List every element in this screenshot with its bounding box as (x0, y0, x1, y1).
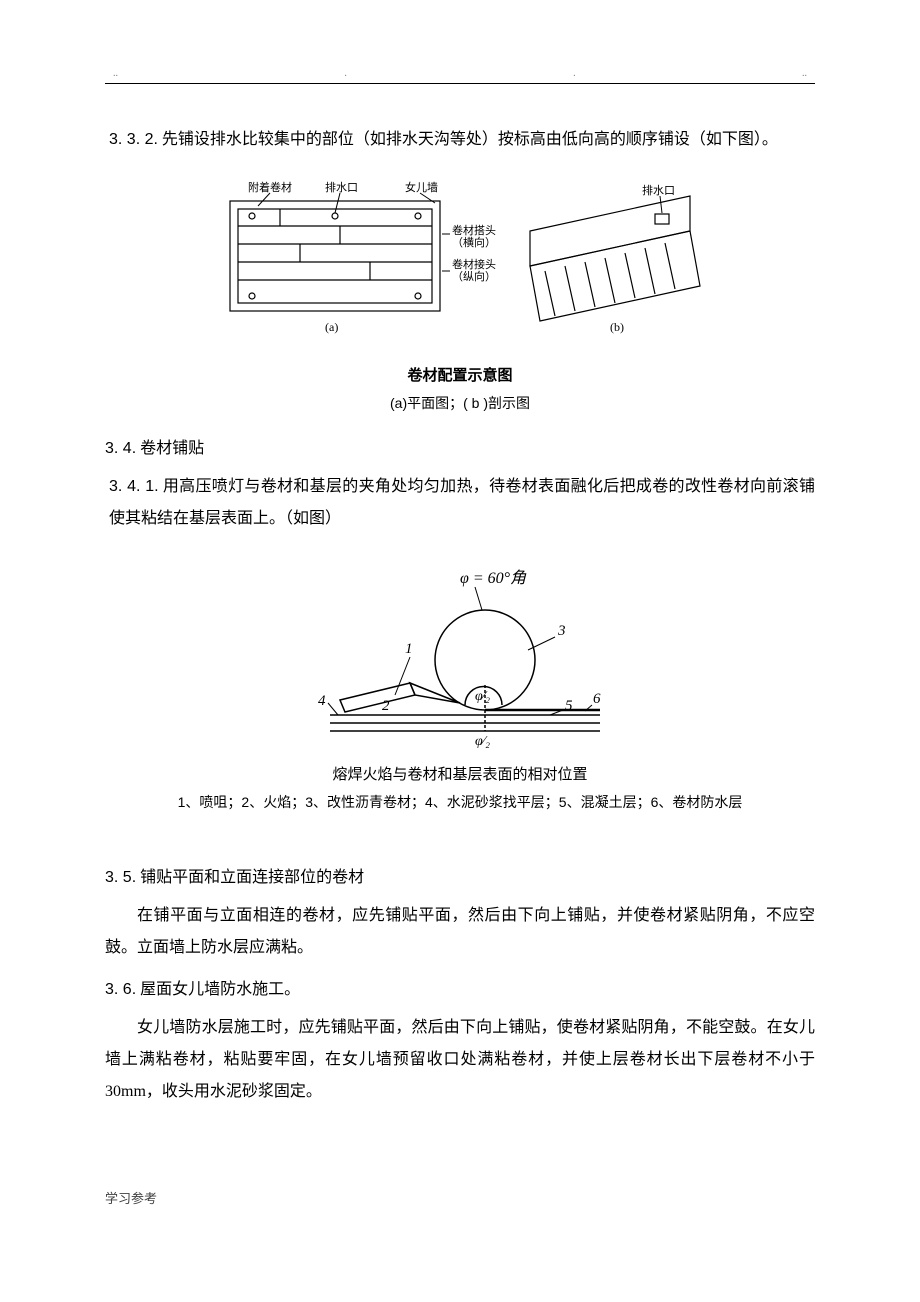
fig1-label-right-drain: 排水口 (642, 183, 675, 197)
heading-3-5: 3. 5. 铺贴平面和立面连接部位的卷材 (105, 862, 815, 894)
paragraph-3-3-2: 3. 3. 2. 先铺设排水比较集中的部位（如排水天沟等处）按标高由低向高的顺序… (109, 124, 815, 156)
fig2-n2: 2 (382, 698, 390, 714)
fig2-phi2-top: φ⁄₂ (475, 689, 490, 704)
figure-2: φ = 60°角 1 2 3 4 5 6 φ⁄₂ φ⁄₂ 熔焊火焰与卷材和基层表… (105, 555, 815, 812)
paragraph-3-4-1: 3. 4. 1. 用高压喷灯与卷材和基层的夹角处均匀加热，待卷材表面融化后把成卷… (109, 471, 815, 535)
figure-1-caption: 卷材配置示意图 (105, 364, 815, 385)
header-dot-3: . (573, 68, 576, 79)
header-dot-2: . (344, 68, 347, 79)
sec-title-3-6: 屋面女儿墙防水施工。 (140, 981, 300, 998)
fig2-n1: 1 (405, 641, 413, 657)
fig1-label-parapet: 女儿墙 (405, 180, 438, 194)
header-dot-1: .. (113, 68, 118, 79)
fig2-phi2-bot: φ⁄₂ (475, 734, 490, 749)
fig2-n4: 4 (318, 693, 326, 709)
fig2-n6: 6 (593, 691, 601, 707)
fig1-label-joint-h: 卷材搭头（横向） (452, 223, 496, 249)
figure-2-legend: 1、喷咀；2、火焰；3、改性沥青卷材；4、水泥砂浆找平层；5、混凝土层；6、卷材… (105, 792, 815, 812)
fig1-label-drain: 排水口 (325, 180, 358, 194)
fig2-phi-label: φ = 60°角 (460, 569, 527, 587)
sec-num-3-4: 3. 4. (105, 440, 136, 457)
figure-2-caption: 熔焊火焰与卷材和基层表面的相对位置 (105, 763, 815, 784)
header-dot-4: .. (802, 68, 807, 79)
sec-num-3-4-1: 3. 4. 1. (109, 478, 159, 495)
sec-title-3-5: 铺贴平面和立面连接部位的卷材 (140, 869, 364, 886)
figure-1-subcaption: (a)平面图；( b )剖示图 (105, 393, 815, 413)
heading-3-6: 3. 6. 屋面女儿墙防水施工。 (105, 974, 815, 1006)
heading-3-4: 3. 4. 卷材铺贴 (105, 433, 815, 465)
figure-1-svg: 附着卷材 排水口 女儿墙 卷材搭头（横向） 卷材接头（纵向） (a) (210, 176, 710, 341)
figure-1: 附着卷材 排水口 女儿墙 卷材搭头（横向） 卷材接头（纵向） (a) (105, 176, 815, 413)
fig1-label-a: (a) (325, 320, 338, 334)
header-dots: .. . . .. (105, 68, 815, 79)
fig2-n3: 3 (557, 623, 566, 639)
sec-text-3-3-2: 先铺设排水比较集中的部位（如排水天沟等处）按标高由低向高的顺序铺设（如下图）。 (162, 131, 778, 148)
fig1-label-joint-v: 卷材接头（纵向） (452, 257, 496, 283)
fig1-label-left: 附着卷材 (248, 180, 292, 194)
paragraph-3-5: 在铺平面与立面相连的卷材，应先铺贴平面，然后由下向上铺贴，并使卷材紧贴阴角，不应… (105, 900, 815, 964)
sec-num-3-5: 3. 5. (105, 869, 136, 886)
header-rule (105, 83, 815, 84)
figure-2-svg: φ = 60°角 1 2 3 4 5 6 φ⁄₂ φ⁄₂ (310, 555, 610, 755)
fig1-label-b: (b) (610, 320, 624, 334)
fig2-n5: 5 (565, 698, 573, 714)
footer-text: 学习参考 (105, 1188, 815, 1207)
paragraph-3-6: 女儿墙防水层施工时，应先铺贴平面，然后由下向上铺贴，使卷材紧贴阴角，不能空鼓。在… (105, 1012, 815, 1108)
sec-text-3-4-1: 用高压喷灯与卷材和基层的夹角处均匀加热，待卷材表面融化后把成卷的改性卷材向前滚铺… (109, 478, 815, 527)
sec-num-3-3-2: 3. 3. 2. (109, 131, 158, 148)
sec-title-3-4: 卷材铺贴 (140, 440, 204, 457)
sec-num-3-6: 3. 6. (105, 981, 136, 998)
